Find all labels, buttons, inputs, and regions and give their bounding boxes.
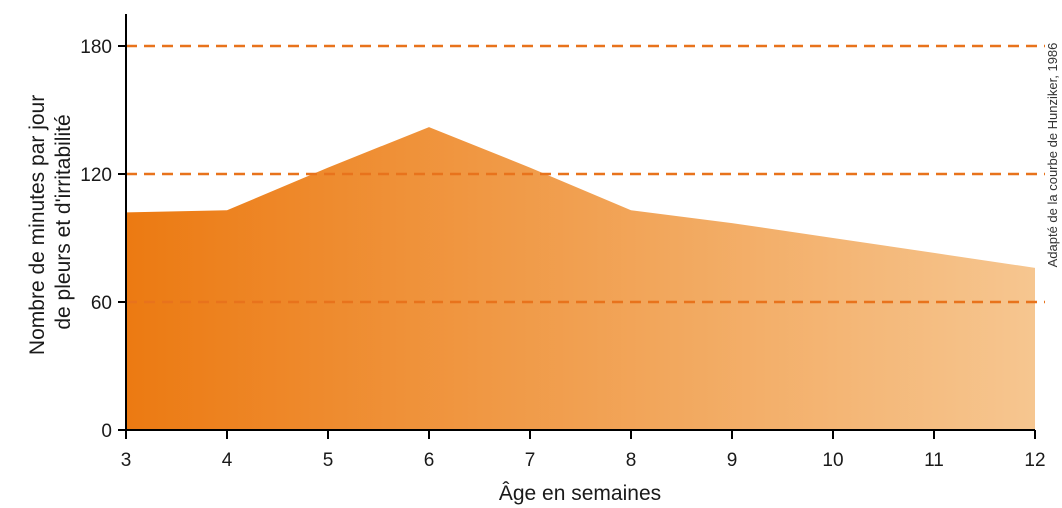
x-tick-label: 9 [727,450,738,471]
x-axis-ticks: 3 4 5 6 7 8 9 10 11 12 [121,430,1046,471]
x-tick-label: 5 [323,450,334,471]
x-tick-label: 10 [822,450,843,471]
x-tick-label: 12 [1024,450,1045,471]
y-axis-title-line-2: de pleurs et d'irritabilité [52,114,75,329]
x-tick-label: 6 [424,450,435,471]
x-tick-label: 7 [525,450,536,471]
source-credit: Adapté de la courbe de Hunziker, 1986 [1045,43,1060,268]
gridlines [126,44,1045,304]
x-tick-label: 11 [924,450,944,471]
x-axis-title: Âge en semaines [499,482,661,505]
x-tick-label: 4 [222,450,233,471]
y-axis-ticks: 0 60 120 180 [80,37,126,442]
area-series [126,127,1035,431]
x-tick-label: 3 [121,450,132,471]
y-tick-label: 0 [101,421,112,442]
x-tick-label: 8 [626,450,637,471]
y-axis-title-line-1: Nombre de minutes par jour [26,95,49,355]
y-tick-label: 120 [80,165,112,186]
y-axis-title: Nombre de minutes par jour de pleurs et … [26,89,75,355]
y-tick-label: 180 [80,37,112,58]
y-tick-label: 60 [91,293,112,314]
